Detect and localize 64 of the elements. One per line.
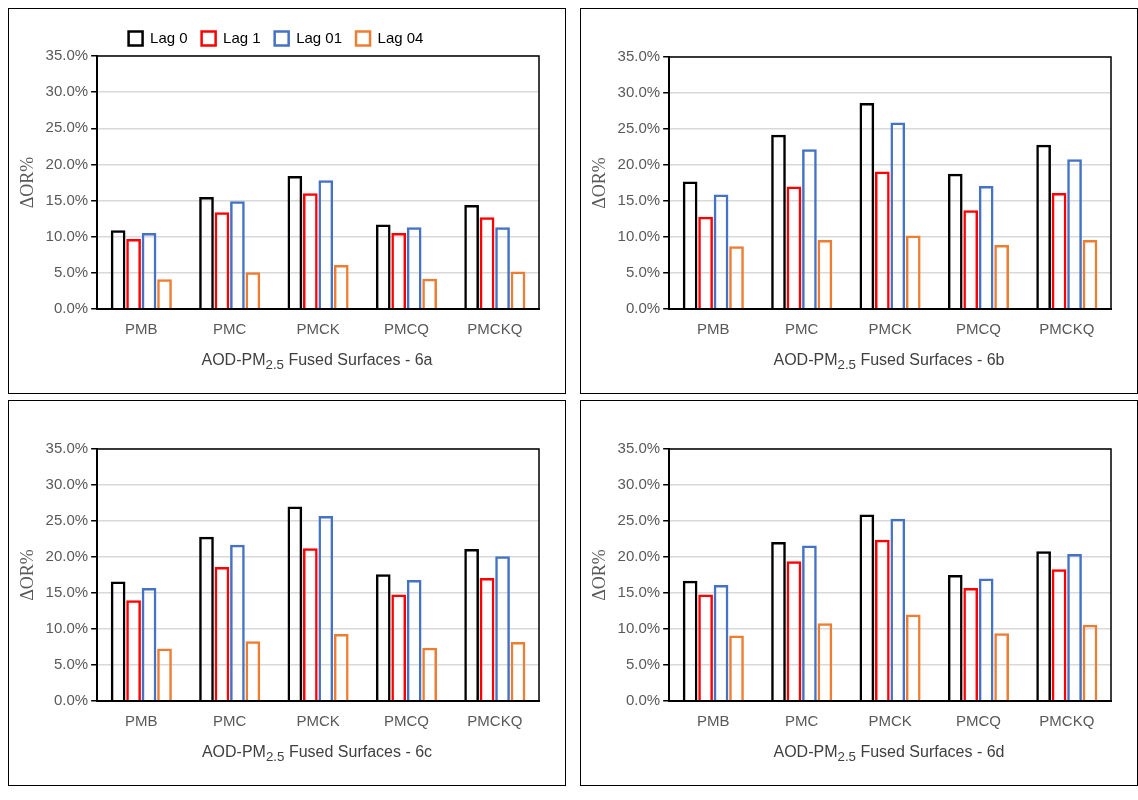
y-tick-label: 30.0% xyxy=(617,83,661,101)
y-tick-label: 10.0% xyxy=(617,619,661,637)
x-tick-label: PMCKQ xyxy=(467,712,523,730)
x-tick-label: PMCKQ xyxy=(467,320,523,338)
x-tick-label: PMCK xyxy=(868,712,912,730)
y-tick-label: 5.0% xyxy=(625,655,661,673)
y-tick-label: 0.0% xyxy=(625,691,661,709)
y-tick-label: 15.0% xyxy=(45,190,89,208)
y-tick-label: 20.0% xyxy=(617,155,661,173)
y-tick-label: 15.0% xyxy=(617,583,661,601)
y-tick-label: 35.0% xyxy=(45,439,89,457)
y-tick-label: 30.0% xyxy=(45,82,89,100)
x-tick-label: PMCK xyxy=(296,712,340,730)
y-tick-label: 0.0% xyxy=(53,691,89,709)
y-axis-title: ΔOR% xyxy=(16,156,37,209)
legend-label: Lag 01 xyxy=(296,28,343,46)
y-tick-label: 10.0% xyxy=(45,226,89,244)
y-tick-label: 0.0% xyxy=(625,299,661,317)
x-tick-label: PMC xyxy=(213,320,247,338)
y-axis-title: ΔOR% xyxy=(588,549,609,601)
x-tick-label: PMCQ xyxy=(955,712,1001,730)
y-tick-label: 30.0% xyxy=(617,475,661,493)
x-tick-label: PMCKQ xyxy=(1039,712,1095,730)
x-tick-label: PMB xyxy=(697,320,730,338)
y-tick-label: 20.0% xyxy=(45,154,89,172)
y-tick-label: 25.0% xyxy=(617,119,661,137)
x-axis-title: AOD-PM$_{2.5}$ Fused Surfaces - 6a xyxy=(200,351,434,373)
x-axis-title: AOD-PM$_{2.5}$ Fused Surfaces - 6c xyxy=(200,743,434,765)
y-tick-label: 35.0% xyxy=(45,46,89,64)
y-tick-label: 25.0% xyxy=(45,511,89,529)
x-tick-label: PMC xyxy=(785,320,819,338)
x-tick-label: PMCQ xyxy=(383,320,429,338)
y-tick-label: 10.0% xyxy=(45,619,89,637)
y-tick-label: 15.0% xyxy=(617,191,661,209)
x-tick-label: PMCKQ xyxy=(1039,320,1095,338)
y-tick-label: 20.0% xyxy=(45,547,89,565)
y-tick-label: 30.0% xyxy=(45,475,89,493)
y-tick-label: 20.0% xyxy=(617,547,661,565)
y-tick-label: 10.0% xyxy=(617,227,661,245)
y-tick-label: 35.0% xyxy=(617,47,661,65)
x-tick-label: PMCK xyxy=(868,320,912,338)
x-tick-label: PMB xyxy=(125,712,158,730)
y-tick-label: 35.0% xyxy=(617,439,661,457)
y-axis-title: ΔOR% xyxy=(16,549,37,601)
legend-label: Lag 04 xyxy=(377,28,424,46)
y-tick-label: 5.0% xyxy=(53,655,89,673)
x-tick-label: PMB xyxy=(697,712,730,730)
x-tick-label: PMCQ xyxy=(383,712,429,730)
y-tick-label: 25.0% xyxy=(617,511,661,529)
x-tick-label: PMCQ xyxy=(955,320,1001,338)
y-tick-label: 15.0% xyxy=(45,583,89,601)
y-tick-label: 0.0% xyxy=(53,299,89,317)
x-axis-title: AOD-PM$_{2.5}$ Fused Surfaces - 6d xyxy=(772,743,1006,765)
y-tick-label: 5.0% xyxy=(625,263,661,281)
x-tick-label: PMC xyxy=(785,712,819,730)
legend-label: Lag 1 xyxy=(223,28,261,46)
y-tick-label: 25.0% xyxy=(45,118,89,136)
y-tick-label: 5.0% xyxy=(53,263,89,280)
x-axis-title: AOD-PM$_{2.5}$ Fused Surfaces - 6b xyxy=(772,351,1006,373)
x-tick-label: PMB xyxy=(125,320,158,338)
y-axis-title: ΔOR% xyxy=(588,157,609,209)
legend-label: Lag 0 xyxy=(150,28,188,46)
x-tick-label: PMCK xyxy=(296,320,340,338)
x-tick-label: PMC xyxy=(213,712,247,730)
